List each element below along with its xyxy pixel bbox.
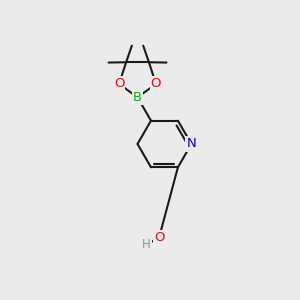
Text: O: O (114, 77, 124, 90)
Text: B: B (133, 91, 142, 104)
Text: O: O (154, 231, 164, 244)
Text: H: H (142, 238, 151, 251)
Text: O: O (151, 77, 161, 90)
Text: N: N (187, 137, 196, 151)
